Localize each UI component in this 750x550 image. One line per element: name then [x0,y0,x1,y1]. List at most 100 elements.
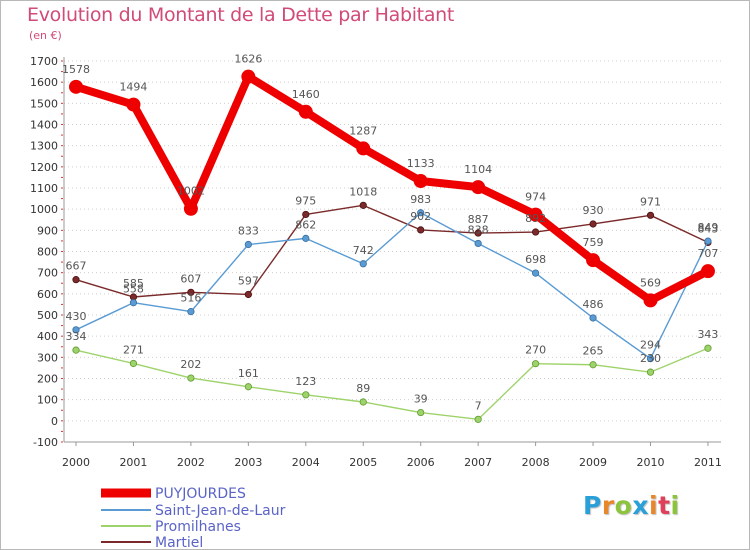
y-tick-label: 700 [37,267,58,280]
x-tick-label: 2011 [694,456,722,469]
x-tick-label: 2010 [637,456,665,469]
data-label: 123 [295,375,316,388]
data-label: 230 [640,352,661,365]
data-label: 161 [238,367,259,380]
x-tick-label: 2007 [464,456,492,469]
y-tick-label: 1300 [30,140,58,153]
data-point [646,355,655,363]
data-point [474,229,482,237]
data-point [187,308,195,316]
chart-subtitle: (en €) [29,29,62,42]
data-point [417,226,425,234]
data-point [244,240,252,249]
x-tick-label: 2008 [522,456,550,469]
data-label: 759 [583,236,604,249]
data-point [129,359,138,368]
legend-label: Martiel [155,535,203,549]
data-label: 430 [66,310,87,323]
y-tick-label: 1000 [30,203,58,216]
series-line-2 [75,212,709,360]
y-tick-label: 200 [37,373,58,386]
logo-letter: i [649,491,659,520]
data-label: 202 [180,358,201,371]
data-label: 849 [697,221,718,234]
data-point [356,141,371,156]
data-point [72,326,80,334]
y-tick-label: 400 [37,330,58,343]
data-point [241,69,256,84]
data-point [589,361,597,369]
logo-letter: t [658,491,671,520]
y-tick-label: 100 [37,394,58,407]
x-tick-label: 2004 [292,456,320,469]
logo-letter: i [670,491,680,520]
series-line-1 [72,72,712,305]
data-point [302,391,310,399]
data-point [704,344,712,352]
data-point [643,293,658,308]
data-point [69,79,83,94]
data-label: 607 [180,272,201,285]
data-point [474,415,482,423]
data-label: 558 [123,283,144,296]
data-label: 862 [295,218,316,231]
data-point [474,239,482,248]
data-label: 1287 [349,124,377,137]
data-point [589,314,597,322]
data-label: 516 [180,292,201,305]
data-point [646,368,655,376]
data-point [413,174,428,189]
x-tick-label: 2003 [234,456,262,469]
data-label: 667 [66,260,87,273]
x-tick-label: 2001 [119,456,147,469]
x-tick-label: 2002 [177,456,205,469]
data-label: 585 [123,277,144,290]
data-point [528,207,543,222]
data-point [298,104,313,119]
y-tick-label: 1400 [30,119,58,132]
data-label: 1133 [407,157,435,170]
data-label: 887 [468,213,489,226]
data-label: 270 [525,344,546,357]
data-point [531,228,540,236]
chart-title: Evolution du Montant de la Dette par Hab… [27,4,455,26]
y-tick-label: 0 [51,415,58,428]
data-label: 1578 [62,63,90,76]
data-label: 742 [353,244,374,257]
data-label: 1626 [234,53,262,66]
y-tick-label: -100 [33,436,58,449]
data-label: 707 [697,247,718,260]
x-tick-label: 2009 [579,456,607,469]
data-point [72,276,80,284]
y-tick-label: 1700 [30,55,58,68]
data-label: 975 [295,194,316,207]
data-point [586,253,601,268]
data-point [646,211,655,219]
data-label: 271 [123,343,144,356]
data-label: 265 [583,345,604,358]
data-point [704,237,712,245]
data-label: 838 [468,223,489,236]
data-label: 843 [697,222,718,235]
data-label: 974 [525,191,546,204]
data-label: 1460 [292,88,320,101]
data-label: 343 [697,328,718,341]
x-tick-label: 2000 [62,456,90,469]
series-line-3 [75,347,709,421]
legend-label: Promilhanes [155,519,241,535]
legend-label: PUYJOURDES [155,486,246,502]
data-label: 1002 [177,185,205,198]
data-point [302,210,310,219]
y-tick-label: 800 [37,246,58,259]
data-point [126,97,141,112]
data-label: 334 [66,330,87,343]
y-tick-label: 1600 [30,76,58,89]
data-label: 597 [238,274,259,287]
data-point [183,201,198,216]
x-tick-label: 2005 [349,456,377,469]
data-label: 39 [414,393,428,406]
data-point [471,180,486,195]
data-label: 1018 [349,185,377,198]
data-label: 902 [410,210,431,223]
